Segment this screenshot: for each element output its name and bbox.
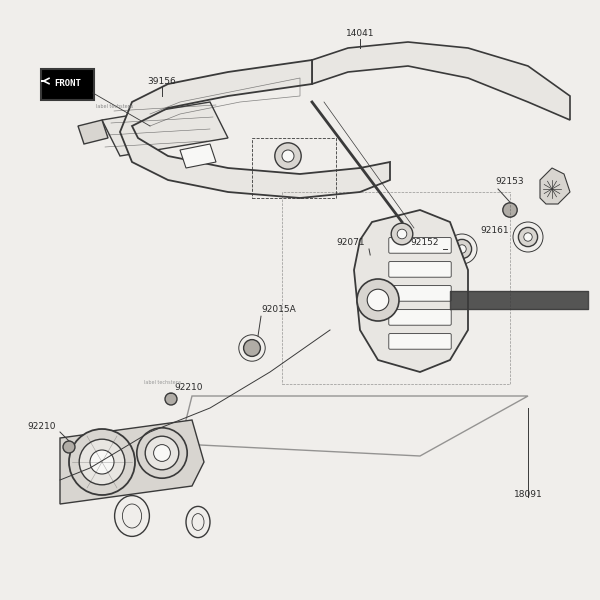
Text: 92210: 92210: [27, 422, 56, 431]
Circle shape: [79, 439, 125, 485]
Text: FRONT: FRONT: [54, 79, 80, 88]
Polygon shape: [120, 60, 390, 198]
Text: label techsteps: label techsteps: [96, 104, 133, 109]
Circle shape: [391, 223, 413, 245]
FancyBboxPatch shape: [389, 310, 451, 325]
Circle shape: [154, 445, 170, 461]
Polygon shape: [312, 42, 570, 120]
Polygon shape: [540, 168, 570, 204]
Text: 92210: 92210: [174, 383, 203, 392]
Circle shape: [503, 203, 517, 217]
Text: 39156: 39156: [148, 77, 176, 86]
Circle shape: [244, 340, 260, 356]
FancyBboxPatch shape: [41, 69, 94, 100]
FancyBboxPatch shape: [368, 239, 394, 272]
Polygon shape: [60, 420, 204, 504]
Text: label techsteps: label techsteps: [144, 380, 181, 385]
Polygon shape: [180, 144, 216, 168]
Circle shape: [458, 245, 466, 253]
FancyBboxPatch shape: [389, 286, 451, 301]
Circle shape: [367, 289, 389, 311]
FancyBboxPatch shape: [389, 262, 451, 277]
Polygon shape: [354, 210, 468, 372]
Circle shape: [518, 227, 538, 247]
FancyBboxPatch shape: [389, 334, 451, 349]
Circle shape: [275, 143, 301, 169]
Circle shape: [452, 239, 472, 259]
Text: 14041: 14041: [346, 29, 374, 38]
Circle shape: [282, 150, 294, 162]
Text: 92015A: 92015A: [261, 305, 296, 314]
Circle shape: [90, 450, 114, 474]
Text: 92071: 92071: [336, 238, 365, 247]
Circle shape: [69, 429, 135, 495]
Circle shape: [165, 393, 177, 405]
Circle shape: [397, 229, 407, 239]
FancyBboxPatch shape: [389, 238, 451, 253]
Circle shape: [137, 428, 187, 478]
Circle shape: [63, 441, 75, 453]
Text: 92161: 92161: [480, 226, 509, 235]
Text: 92153: 92153: [495, 177, 524, 186]
Polygon shape: [78, 120, 108, 144]
Circle shape: [524, 233, 532, 241]
Circle shape: [145, 436, 179, 470]
Circle shape: [357, 279, 399, 321]
Polygon shape: [102, 102, 228, 156]
Text: 18091: 18091: [514, 490, 542, 499]
Text: 92152: 92152: [410, 238, 439, 247]
